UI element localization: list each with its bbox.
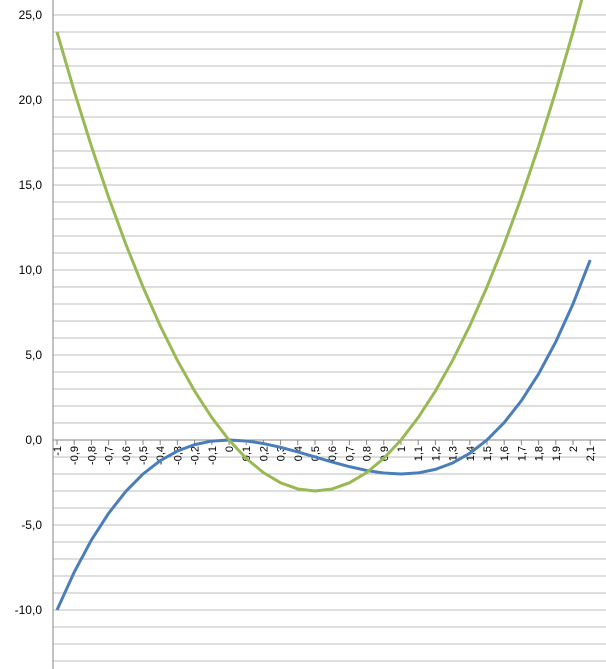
x-tick-label: -0,8 [86,446,98,465]
x-tick-label: 1,7 [516,446,528,461]
x-tick-label: 1,9 [551,446,563,461]
y-tick-label: -5,0 [21,518,42,532]
x-tick-label: 1,1 [413,446,425,461]
x-tick-label: 1,2 [430,446,442,461]
x-tick-label: -0,7 [104,446,116,465]
y-tick-label: 15,0 [19,178,43,192]
y-tick-label: 20,0 [19,93,43,107]
y-tick-label: 10,0 [19,263,43,277]
x-tick-label: 2,1 [585,446,597,461]
x-tick-label: 0,7 [344,446,356,461]
series-line [55,259,592,611]
x-tick-label: -0,4 [155,446,167,465]
x-tick-label: -0,5 [138,446,150,465]
y-tick-label: 0,0 [25,433,42,447]
x-tick-label: 0 [224,446,236,452]
x-tick-label: 0,8 [362,446,374,461]
x-tick-label: -0,1 [207,446,219,465]
x-tick-label: -0,9 [69,446,81,465]
x-tick-label: 1,6 [499,446,511,461]
y-tick-label: 25,0 [19,8,43,22]
y-tick-label: -10,0 [15,603,43,617]
x-tick-label: 1,5 [482,446,494,461]
x-tick-label: 0,9 [379,446,391,461]
series-line [55,0,584,493]
x-tick-label: 2 [568,446,580,452]
x-tick-label: 1,8 [534,446,546,461]
x-tick-label: -1 [52,446,64,456]
x-tick-label: 0,2 [258,446,270,461]
x-tick-label: -0,2 [190,446,202,465]
x-tick-label: -0,6 [121,446,133,465]
y-tick-label: 5,0 [25,348,42,362]
x-tick-label: 0,6 [327,446,339,461]
x-tick-label: 1,3 [448,446,460,461]
x-tick-label: 1 [396,446,408,452]
